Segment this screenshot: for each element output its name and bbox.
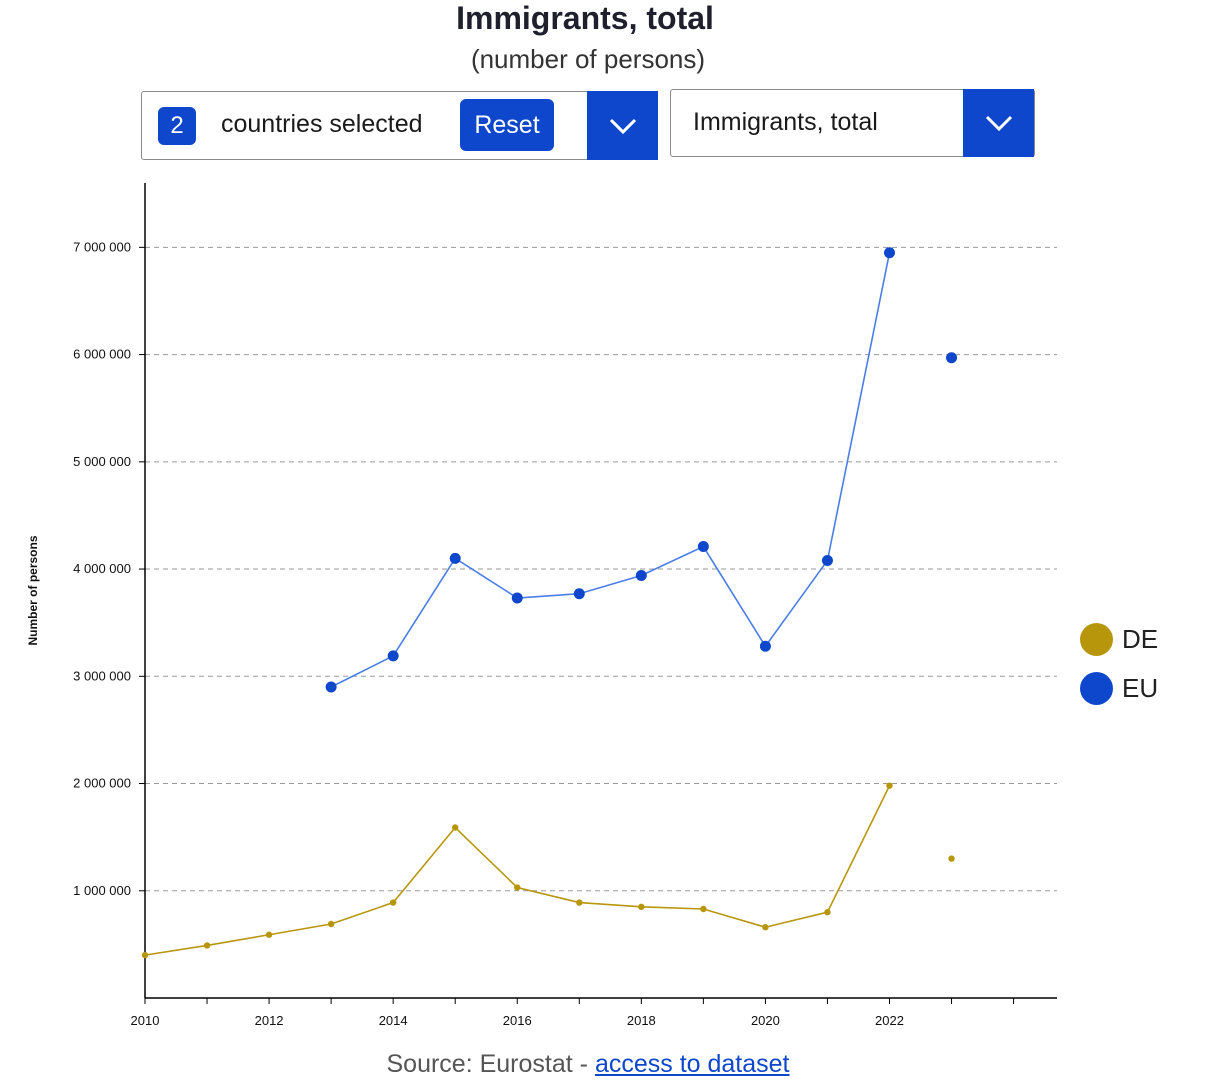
data-point-de [638, 903, 645, 911]
x-tick-label: 2020 [751, 1013, 780, 1028]
source-note: Source: Eurostat - access to dataset [0, 1050, 1176, 1079]
reset-button[interactable]: Reset [460, 99, 554, 151]
data-point-eu [387, 650, 399, 662]
x-tick-label: 2012 [255, 1013, 284, 1028]
x-tick-label: 2018 [627, 1013, 656, 1028]
legend-label-eu: EU [1122, 673, 1159, 703]
data-point-eu [821, 554, 833, 566]
data-point-eu [697, 541, 709, 553]
source-prefix: Source: Eurostat - [386, 1050, 588, 1078]
indicator-value: Immigrants, total [693, 108, 878, 136]
chevron-down-icon [609, 118, 636, 134]
legend-marker-eu [1080, 672, 1113, 705]
data-point-eu [573, 588, 585, 600]
chart-legend: DE EU [1080, 615, 1158, 713]
data-point-de [452, 824, 459, 831]
country-dropdown-button[interactable] [587, 91, 658, 160]
data-point-de [576, 899, 583, 906]
y-tick-label: 1 000 000 [73, 883, 131, 898]
data-point-eu [449, 552, 461, 564]
selected-count-badge: 2 [158, 107, 196, 145]
y-tick-label: 4 000 000 [73, 561, 131, 576]
countries-selected-label: countries selected [221, 110, 423, 138]
chart-title: Immigrants, total [456, 0, 714, 36]
indicator-selector[interactable]: Immigrants, total [670, 89, 1035, 157]
data-point-de [886, 782, 893, 789]
x-tick-label: 2022 [875, 1013, 904, 1028]
data-point-eu [946, 352, 958, 364]
series-line-de [144, 785, 891, 956]
y-tick-label: 6 000 000 [73, 347, 131, 362]
chevron-down-icon [985, 115, 1012, 132]
data-point-de [141, 951, 149, 959]
data-point-de [700, 905, 707, 913]
dataset-link[interactable]: access to dataset [594, 1050, 790, 1078]
y-axis-title: Number of persons [26, 535, 40, 645]
legend-label-de: DE [1122, 624, 1159, 654]
data-point-de [327, 920, 335, 928]
data-point-de [514, 884, 521, 891]
data-point-de [203, 942, 211, 949]
x-tick-label: 2010 [131, 1013, 160, 1028]
chart-subtitle: (number of persons) [470, 44, 706, 74]
y-tick-label: 7 000 000 [73, 239, 131, 254]
series-line-eu [330, 252, 891, 688]
indicator-dropdown-button[interactable] [963, 89, 1034, 157]
data-point-eu [883, 247, 895, 259]
y-tick-label: 5 000 000 [73, 454, 131, 469]
legend-item-eu[interactable]: EU [1080, 664, 1158, 713]
data-point-eu [511, 592, 523, 604]
country-selector[interactable]: 2 countries selected Reset [141, 91, 658, 160]
data-point-de [948, 855, 955, 862]
data-point-de [762, 924, 769, 931]
data-point-de [824, 909, 831, 916]
data-point-eu [635, 569, 647, 581]
y-tick-label: 3 000 000 [73, 668, 131, 683]
data-point-eu [759, 640, 771, 652]
x-tick-label: 2016 [503, 1013, 532, 1028]
legend-marker-de [1080, 623, 1113, 656]
legend-item-de[interactable]: DE [1080, 615, 1158, 664]
y-tick-label: 2 000 000 [73, 776, 131, 791]
data-point-eu [325, 681, 337, 693]
data-point-de [389, 899, 397, 906]
x-tick-label: 2014 [379, 1013, 408, 1028]
data-point-de [265, 931, 273, 938]
